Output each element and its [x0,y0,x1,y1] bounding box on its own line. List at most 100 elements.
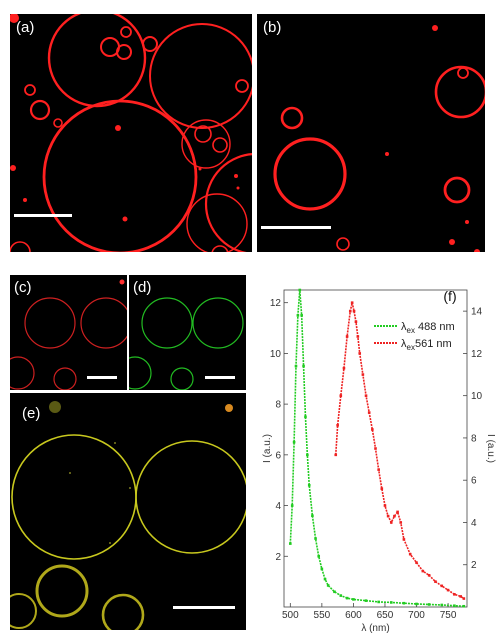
data-point-series-2 [434,580,437,583]
data-point-series-2 [386,514,390,518]
micrograph-e [10,401,246,630]
panel-a: (a) [10,14,252,252]
data-point-series-2 [380,487,384,490]
panel-label-b: (b) [263,19,282,36]
data-point-series-1 [304,415,307,419]
data-point-series-2 [348,309,352,313]
data-point-series-2 [367,411,371,414]
micrograph-d [129,297,244,390]
data-point-series-2 [389,521,393,524]
data-point-series-1 [333,590,336,594]
data-point-series-1 [300,314,303,317]
data-point-series-2 [402,538,406,541]
data-point-series-2 [462,597,466,600]
y-left-tick-label: 12 [270,298,282,309]
data-point-series-1 [389,601,393,604]
data-point-series-2 [427,574,431,577]
y-right-tick-label: 8 [471,433,477,444]
legend-label-2: λex561 nm [401,338,452,352]
y-left-tick-label: 2 [275,552,281,563]
x-tick-label: 500 [282,610,299,621]
data-point-series-2 [453,593,456,596]
data-point-series-2 [342,366,346,370]
data-point-series-2 [358,352,362,355]
data-point-series-1 [306,453,309,457]
data-point-series-1 [377,600,380,604]
panel-b: (b) [257,14,485,252]
data-point-series-1 [296,314,300,317]
y-right-tick-label: 4 [471,518,477,529]
y-left-tick-label: 4 [275,501,281,512]
data-point-series-2 [399,521,403,524]
panel-d: (d) [129,275,246,390]
data-point-series-1 [402,601,406,605]
data-point-series-2 [364,394,368,397]
legend-label-1: λex 488 nm [401,321,455,335]
data-point-series-2 [361,373,365,376]
y-right-axis-label: I (a.u.) [485,434,496,463]
data-point-series-1 [323,577,327,581]
data-point-series-2 [396,510,399,514]
y-left-axis-label: I (a.u.) [262,434,273,463]
data-point-series-1 [294,364,298,368]
x-tick-label: 550 [314,610,331,621]
y-right-tick-label: 14 [471,307,483,318]
panel-label-a: (a) [16,19,35,36]
data-point-series-1 [290,504,294,507]
data-point-series-1 [339,594,343,597]
data-point-series-1 [352,598,355,601]
series-line-1 [289,289,464,608]
data-point-series-2 [356,335,360,338]
data-point-series-2 [339,394,343,397]
y-right-tick-label: 2 [471,560,477,571]
y-right-tick-label: 10 [471,391,483,402]
data-point-series-2 [459,595,462,598]
panel-label-e: (e) [22,405,41,422]
data-point-series-1 [453,604,456,608]
data-point-series-1 [298,288,302,292]
x-tick-label: 750 [440,610,457,621]
series-line-2 [334,302,465,600]
data-point-series-1 [320,567,324,571]
panel-label-f: (f) [443,288,456,304]
data-point-series-1 [462,604,466,608]
x-tick-label: 650 [377,610,394,621]
data-point-series-2 [440,584,444,588]
data-point-series-2 [408,552,412,556]
data-point-series-1 [311,514,314,518]
data-point-series-2 [415,561,418,564]
data-point-series-2 [352,309,356,313]
y-left-tick-label: 6 [275,450,281,461]
data-point-series-1 [440,603,444,607]
plot-frame [283,289,468,608]
data-point-series-1 [302,364,305,368]
y-left-tick-label: 8 [275,400,281,411]
data-point-series-2 [377,468,380,471]
spectrum-chart-panel: 500 550 600 650 700 750 2 4 6 8 10 12 2 4 6 8 10 12 14 λ (n… [262,276,496,637]
x-tick-label: 700 [408,610,425,621]
data-point-series-1 [427,603,431,606]
panel-e: (e) [10,393,246,630]
data-point-series-2 [334,453,338,457]
data-point-series-1 [364,599,368,602]
data-point-series-2 [421,569,425,573]
data-point-series-1 [345,596,349,600]
data-point-series-2 [345,335,349,338]
panel-label-c: (c) [14,279,32,296]
data-point-series-1 [289,542,292,545]
data-point-series-1 [292,440,296,444]
data-point-series-2 [354,320,358,323]
data-point-series-1 [317,554,321,558]
y-right-tick-label: 12 [471,349,483,360]
y-left-tick-label: 10 [270,349,282,360]
spectrum-chart: 500 550 600 650 700 750 2 4 6 8 10 12 2 4 6 8 10 12 14 λ (n… [262,288,496,634]
data-point-series-2 [374,447,377,450]
micrograph-c [10,279,127,390]
data-point-series-2 [446,588,450,592]
x-axis-label: λ (nm) [361,623,389,634]
data-point-series-2 [336,423,339,427]
panel-c: (c) [10,275,127,390]
micrograph-b [261,25,485,252]
data-point-series-2 [393,514,396,518]
micrograph-a [10,14,252,252]
